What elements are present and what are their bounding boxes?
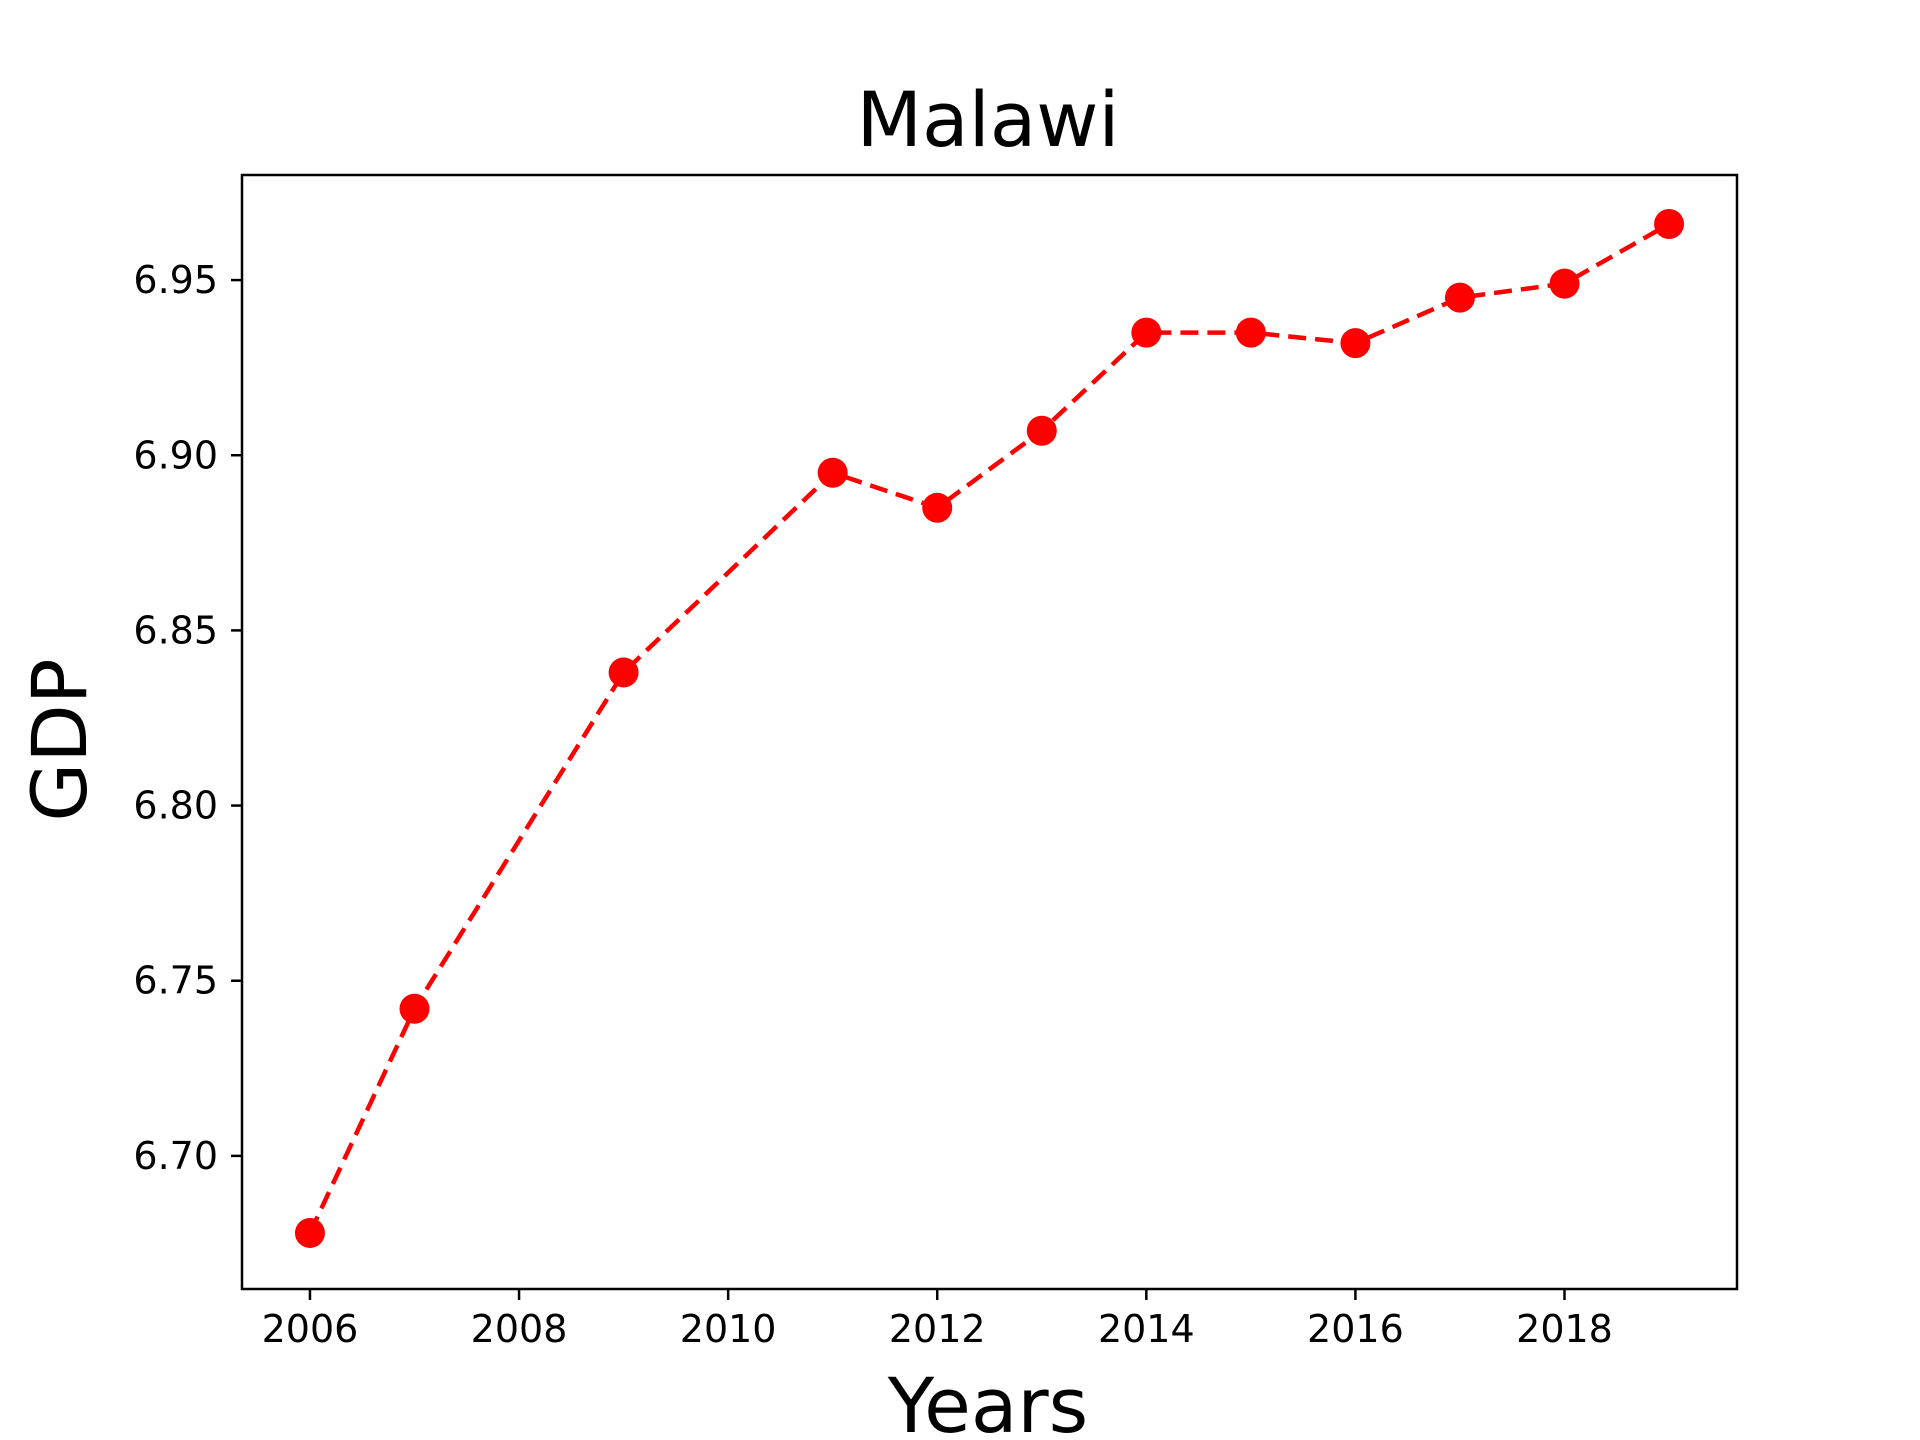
data-series	[294, 209, 1685, 1248]
data-point-marker	[1235, 317, 1266, 348]
series-line	[307, 222, 1671, 1234]
x-tick-label: 2014	[1098, 1307, 1195, 1351]
data-point-marker	[608, 657, 639, 688]
y-axis-label: GDP	[15, 658, 104, 821]
x-axis-ticks: 2006 2008 2010 2012 2014 2016 2018	[262, 1289, 1613, 1351]
y-tick-label: 6.80	[133, 784, 218, 828]
x-tick-label: 2012	[889, 1307, 986, 1351]
data-point-marker	[1549, 268, 1580, 299]
y-tick-label: 6.95	[133, 258, 218, 302]
x-tick-label: 2008	[471, 1307, 568, 1351]
y-axis-ticks: 6.70 6.75 6.80 6.85 6.90 6.95	[133, 258, 242, 1178]
data-point-marker	[1340, 328, 1371, 359]
y-tick-label: 6.90	[133, 433, 218, 477]
chart-title: Malawi	[856, 75, 1119, 164]
data-point-marker	[922, 492, 953, 523]
x-tick-label: 2016	[1307, 1307, 1404, 1351]
data-point-marker	[817, 457, 848, 488]
data-point-marker	[399, 993, 430, 1024]
x-tick-label: 2010	[680, 1307, 777, 1351]
data-point-marker	[1026, 415, 1057, 446]
x-axis-label: Years	[887, 1361, 1089, 1440]
y-tick-label: 6.85	[133, 608, 218, 652]
data-point-marker	[1444, 282, 1475, 313]
data-point-marker	[1654, 209, 1685, 240]
data-point-marker	[1131, 317, 1162, 348]
plot-area-frame	[240, 173, 1739, 1291]
x-tick-label: 2006	[262, 1307, 359, 1351]
y-tick-label: 6.75	[133, 959, 218, 1003]
x-tick-label: 2018	[1516, 1307, 1613, 1351]
data-point-marker	[294, 1217, 325, 1248]
y-tick-label: 6.70	[133, 1134, 218, 1178]
